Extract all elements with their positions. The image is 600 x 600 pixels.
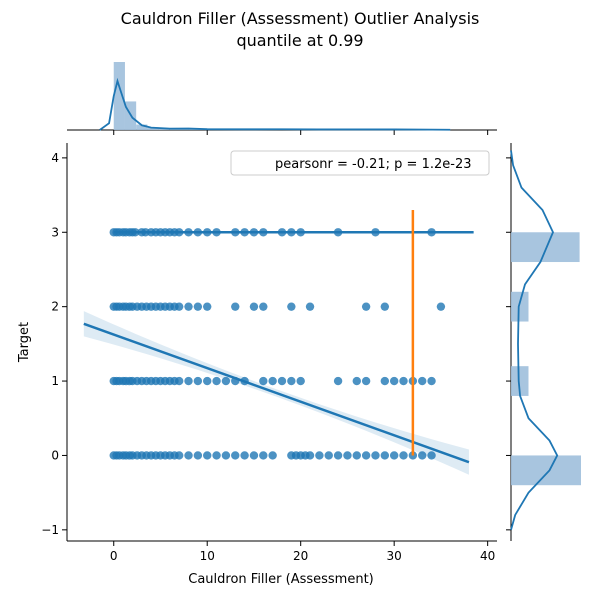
data-point [361, 376, 371, 386]
x-tick-label: 30 [387, 549, 402, 563]
y-tick-label: 1 [51, 374, 59, 388]
data-point [203, 451, 212, 460]
marginal-y-bar [511, 366, 529, 396]
x-tick-label: 10 [200, 549, 215, 563]
data-point [389, 376, 399, 386]
y-tick-label: −1 [41, 523, 59, 537]
data-point [315, 451, 324, 460]
marginal-y-kde [510, 150, 559, 531]
marginal-y-bar [511, 291, 529, 322]
data-point [249, 451, 259, 460]
y-axis-label: Target [17, 322, 32, 363]
data-point [436, 302, 446, 311]
data-point [399, 376, 408, 386]
data-point [203, 302, 212, 311]
data-point [212, 451, 221, 460]
data-point [361, 302, 371, 311]
data-point [380, 451, 390, 460]
data-point [193, 302, 203, 311]
data-point [259, 451, 268, 460]
data-point [352, 451, 361, 460]
data-point [418, 376, 427, 386]
x-axis-label: Cauldron Filler (Assessment) [188, 572, 374, 587]
data-point [287, 302, 296, 311]
marginal-x-bar [136, 124, 148, 130]
data-point [184, 376, 193, 386]
y-tick-label: 3 [51, 225, 59, 239]
legend: pearsonr = -0.21; p = 1.2e-23 [230, 150, 490, 176]
x-tick-label: 40 [480, 549, 495, 563]
data-point [333, 376, 343, 386]
data-point [361, 451, 371, 460]
data-point [231, 302, 240, 311]
y-tick-label: 2 [51, 300, 59, 314]
data-point [268, 376, 277, 386]
main-axes: 0 10 20 30 40 −1 0 1 2 3 4 [41, 143, 497, 563]
data-point [380, 376, 390, 386]
marginal-y-bar [511, 232, 580, 263]
legend-box [230, 150, 490, 176]
data-point [249, 302, 259, 311]
y-tick-label: 4 [51, 151, 59, 165]
data-point [193, 376, 203, 386]
data-point [287, 376, 296, 386]
data-point [174, 451, 184, 460]
data-point [371, 451, 380, 460]
data-point [305, 451, 315, 460]
x-tick-label: 0 [110, 549, 118, 563]
regression-line-overall [83, 322, 470, 464]
marginal-x-bar [113, 62, 125, 130]
marginal-x-bar [147, 127, 159, 130]
data-point [352, 376, 361, 386]
y-tick-label: 0 [51, 448, 59, 462]
data-point [259, 376, 268, 386]
data-point [203, 376, 212, 386]
data-point [174, 302, 184, 311]
data-point [221, 451, 231, 460]
data-point [212, 376, 221, 386]
data-point [324, 451, 333, 460]
data-point [427, 451, 436, 460]
data-point [221, 376, 231, 386]
data-point [231, 451, 240, 460]
data-point [380, 302, 390, 311]
data-point [277, 376, 287, 386]
marginal-y-bar [511, 455, 581, 486]
data-point [296, 376, 305, 386]
data-point [268, 451, 277, 460]
x-tick-label: 20 [293, 549, 308, 563]
data-point [193, 451, 203, 460]
data-point [399, 451, 408, 460]
data-point [333, 451, 343, 460]
marginal-x-axes [67, 62, 497, 135]
data-point [427, 376, 436, 386]
data-point [174, 376, 184, 386]
data-point [184, 302, 193, 311]
data-point [343, 451, 352, 460]
marginal-y-axes [506, 143, 581, 541]
data-point [389, 451, 399, 460]
chart-title: Cauldron Filler (Assessment) Outlier Ana… [120, 9, 480, 28]
chart-subtitle: quantile at 0.99 [236, 31, 364, 50]
legend-entry: pearsonr = -0.21; p = 1.2e-23 [275, 157, 472, 172]
data-point [184, 451, 193, 460]
data-point [240, 451, 249, 460]
marginal-x-kde [99, 77, 451, 131]
data-point [259, 302, 268, 311]
data-point [418, 451, 427, 460]
data-point [305, 302, 315, 311]
